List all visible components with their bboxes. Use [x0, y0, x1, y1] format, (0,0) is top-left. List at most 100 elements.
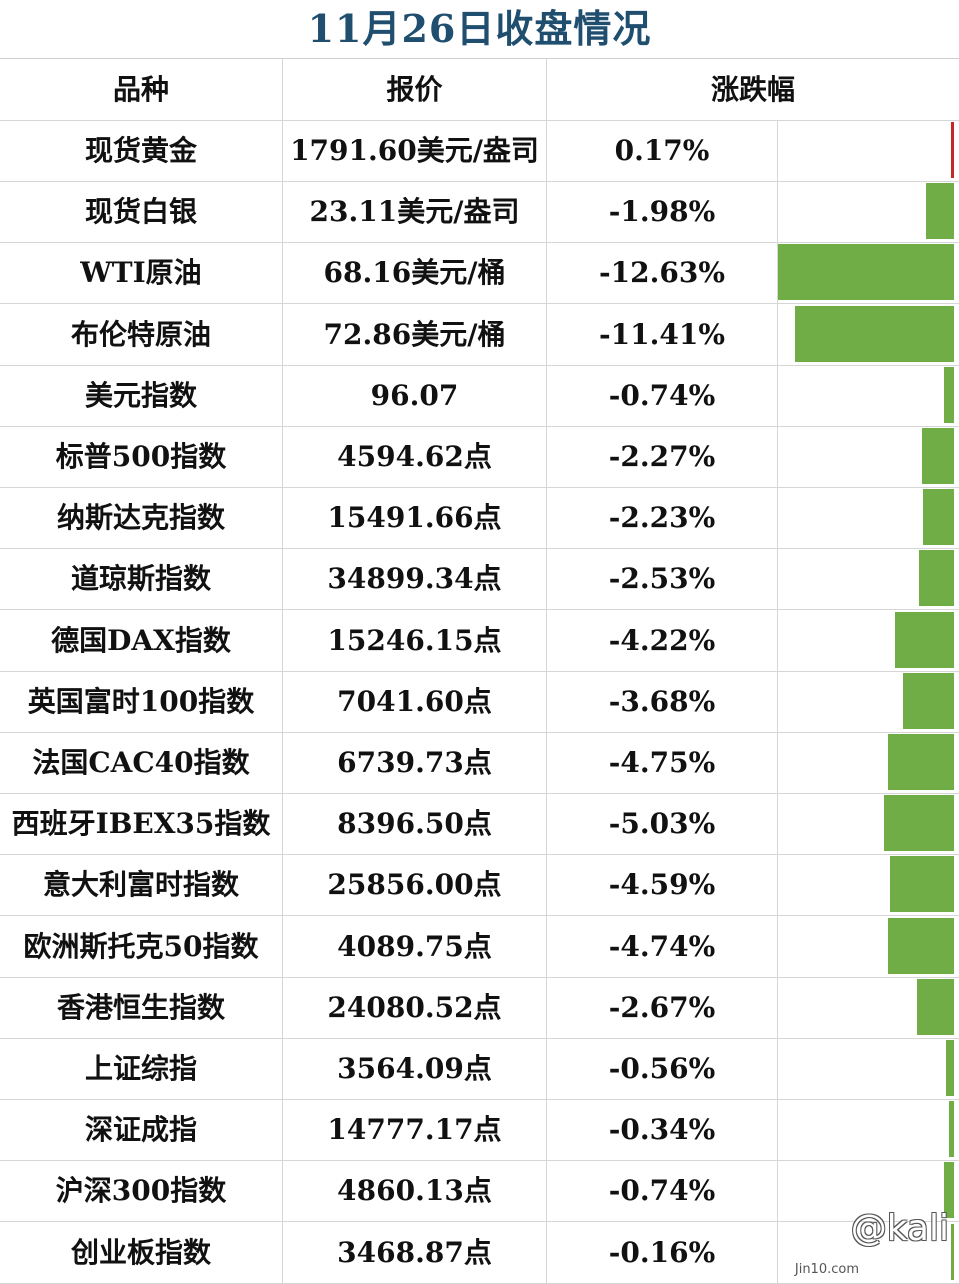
- price-value: 34899.34点: [283, 548, 547, 610]
- price-value: 68.16美元/桶: [283, 242, 547, 304]
- change-bar: [926, 183, 954, 240]
- change-label: -0.74%: [547, 1160, 778, 1222]
- category-label: 道琼斯指数: [0, 548, 283, 610]
- change-bar: [795, 305, 954, 362]
- change-label: -12.63%: [547, 242, 778, 304]
- category-label: 布伦特原油: [0, 303, 283, 365]
- table-row: 深证成指 14777.17点 -0.34%: [0, 1099, 959, 1162]
- price-value: 4860.13点: [283, 1160, 547, 1222]
- change-bar: [887, 734, 954, 790]
- change-bar: [922, 428, 954, 484]
- table-row: 香港恒生指数 24080.52点 -2.67%: [0, 976, 959, 1039]
- change-bar: [949, 1101, 954, 1158]
- change-label: 0.17%: [547, 120, 778, 181]
- change-label: -2.67%: [547, 976, 778, 1038]
- table-row: 西班牙IBEX35指数 8396.50点 -5.03%: [0, 793, 959, 856]
- change-label: -0.56%: [547, 1038, 778, 1099]
- category-label: 法国CAC40指数: [0, 732, 283, 793]
- category-label: 欧洲斯托克50指数: [0, 915, 283, 977]
- category-label: 纳斯达克指数: [0, 487, 283, 549]
- price-value: 23.11美元/盎司: [283, 181, 547, 243]
- table-row: 美元指数 96.07 -0.74%: [0, 364, 959, 427]
- table-row: 沪深300指数 4860.13点 -0.74%: [0, 1160, 959, 1223]
- price-value: 24080.52点: [283, 976, 547, 1038]
- category-label: 英国富时100指数: [0, 670, 283, 732]
- price-value: 4089.75点: [283, 915, 547, 977]
- price-value: 15246.15点: [283, 609, 547, 671]
- category-label: WTI原油: [0, 242, 283, 304]
- table-row: 现货黄金 1791.60美元/盎司 0.17%: [0, 120, 959, 182]
- watermark-handle: @kali: [850, 1208, 949, 1249]
- category-label: 标普500指数: [0, 426, 283, 487]
- price-value: 3564.09点: [283, 1038, 547, 1099]
- change-label: -2.23%: [547, 487, 778, 549]
- table-row: 标普500指数 4594.62点 -2.27%: [0, 426, 959, 488]
- table-row: 创业板指数 3468.87点 -0.16%: [0, 1221, 959, 1284]
- price-value: 15491.66点: [283, 487, 547, 549]
- table-row: WTI原油 68.16美元/桶 -12.63%: [0, 242, 959, 305]
- change-label: -3.68%: [547, 670, 778, 732]
- change-label: -5.03%: [547, 793, 778, 855]
- table-row: 道琼斯指数 34899.34点 -2.53%: [0, 548, 959, 611]
- category-label: 西班牙IBEX35指数: [0, 793, 283, 855]
- table-row: 纳斯达克指数 15491.66点 -2.23%: [0, 487, 959, 550]
- change-label: -1.98%: [547, 181, 778, 243]
- change-label: -0.74%: [547, 364, 778, 426]
- header-change: 涨跌幅: [710, 73, 795, 106]
- change-label: -4.75%: [547, 732, 778, 793]
- change-bar: [943, 366, 954, 423]
- header-price: 报价: [283, 59, 547, 120]
- table-row: 英国富时100指数 7041.60点 -3.68%: [0, 670, 959, 733]
- category-label: 香港恒生指数: [0, 976, 283, 1038]
- table-row: 上证综指 3564.09点 -0.56%: [0, 1038, 959, 1100]
- change-bar: [895, 611, 954, 668]
- price-value: 25856.00点: [283, 854, 547, 916]
- change-bar: [916, 978, 954, 1035]
- table-row: 意大利富时指数 25856.00点 -4.59%: [0, 854, 959, 917]
- change-label: -2.27%: [547, 426, 778, 487]
- change-label: -0.16%: [547, 1221, 778, 1283]
- change-bar: [887, 917, 954, 974]
- change-label: -4.22%: [547, 609, 778, 671]
- change-bar: [951, 1223, 954, 1280]
- change-bar: [883, 795, 954, 852]
- change-bar: [890, 856, 954, 913]
- change-bar: [951, 122, 954, 178]
- category-label: 深证成指: [0, 1099, 283, 1161]
- watermark-site: Jin10.com: [794, 1262, 859, 1277]
- price-value: 7041.60点: [283, 670, 547, 732]
- change-bar: [943, 1162, 954, 1219]
- category-label: 现货白银: [0, 181, 283, 243]
- change-bar: [946, 1040, 954, 1096]
- header-row: 品种 报价 涨跌幅: [0, 59, 959, 121]
- price-value: 4594.62点: [283, 426, 547, 487]
- category-label: 上证综指: [0, 1038, 283, 1099]
- table-row: 布伦特原油 72.86美元/桶 -11.41%: [0, 303, 959, 366]
- change-bar: [778, 244, 954, 301]
- table-row: 法国CAC40指数 6739.73点 -4.75%: [0, 732, 959, 794]
- table-row: 欧洲斯托克50指数 4089.75点 -4.74%: [0, 915, 959, 978]
- change-bar: [918, 550, 954, 607]
- change-label: -0.34%: [547, 1099, 778, 1161]
- change-label: -2.53%: [547, 548, 778, 610]
- category-label: 现货黄金: [0, 120, 283, 181]
- price-value: 72.86美元/桶: [283, 303, 547, 365]
- price-value: 96.07: [283, 364, 547, 426]
- change-label: -4.74%: [547, 915, 778, 977]
- change-label: -4.59%: [547, 854, 778, 916]
- category-label: 德国DAX指数: [0, 609, 283, 671]
- category-label: 意大利富时指数: [0, 854, 283, 916]
- price-value: 8396.50点: [283, 793, 547, 855]
- category-label: 美元指数: [0, 364, 283, 426]
- price-value: 1791.60美元/盎司: [283, 120, 547, 181]
- price-value: 6739.73点: [283, 732, 547, 793]
- change-bar: [902, 672, 954, 729]
- change-bar: [922, 489, 954, 546]
- category-label: 沪深300指数: [0, 1160, 283, 1222]
- price-value: 14777.17点: [283, 1099, 547, 1161]
- page-title: 11月26日收盘情况: [0, 0, 959, 59]
- header-name: 品种: [0, 59, 283, 120]
- category-label: 创业板指数: [0, 1221, 283, 1283]
- table-row: 现货白银 23.11美元/盎司 -1.98%: [0, 181, 959, 244]
- change-label: -11.41%: [547, 303, 778, 365]
